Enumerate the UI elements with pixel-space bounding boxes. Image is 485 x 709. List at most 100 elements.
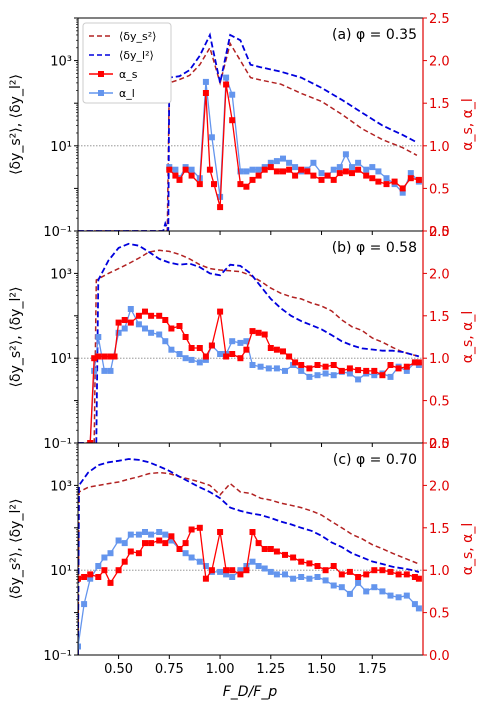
data-point-as — [415, 575, 422, 582]
data-point-al — [273, 571, 280, 578]
panel-data — [78, 32, 422, 231]
y-right-tick-label: 0.0 — [429, 225, 450, 240]
data-point-as — [298, 362, 305, 368]
data-point-as — [223, 567, 230, 574]
data-point-al — [95, 563, 102, 569]
data-point-as — [196, 345, 203, 351]
data-point-al — [223, 74, 230, 81]
data-point-al — [407, 170, 414, 177]
data-point-as — [135, 550, 142, 557]
data-point-al — [355, 159, 362, 166]
legend-box — [82, 22, 172, 104]
data-point-as — [142, 308, 148, 315]
series-line-dyl — [78, 242, 420, 443]
data-point-as — [176, 323, 183, 329]
data-point-al — [172, 166, 179, 173]
data-point-al — [387, 592, 394, 599]
data-point-as — [202, 353, 209, 360]
data-point-as — [162, 317, 169, 323]
data-point-al — [363, 588, 370, 595]
chart-panels: 10⁻¹ 10¹ 10³ 0.0 0.5 1.0 1.5 2.0 2.5 (a) φ = 0.35… — [8, 12, 476, 677]
data-point-as — [379, 567, 386, 574]
data-point-as — [243, 183, 250, 190]
data-point-al — [237, 339, 244, 346]
data-point-as — [208, 342, 215, 349]
data-point-as — [314, 362, 321, 368]
data-point-al — [135, 321, 142, 328]
data-point-as — [282, 551, 288, 558]
data-point-as — [298, 166, 305, 173]
x-axis-label-group: F_D/F_p — [223, 684, 278, 700]
data-point-al — [355, 376, 362, 383]
data-point-al — [363, 166, 370, 173]
data-point-as — [286, 166, 293, 173]
data-point-al — [176, 351, 183, 357]
data-point-as — [346, 365, 353, 372]
data-point-al — [202, 563, 209, 569]
data-point-al — [121, 540, 128, 547]
data-point-as — [217, 308, 224, 315]
series-line-dyl — [78, 458, 420, 655]
data-point-as — [371, 367, 378, 374]
data-point-al — [188, 356, 195, 363]
data-point-al — [196, 558, 203, 565]
data-point-al — [101, 554, 108, 561]
data-point-as — [127, 319, 134, 326]
data-point-al — [267, 568, 274, 575]
data-point-al — [249, 558, 256, 565]
data-point-al — [87, 575, 94, 582]
data-point-al — [282, 367, 288, 374]
data-point-as — [87, 440, 94, 443]
y-right-tick-label: 1.5 — [429, 310, 450, 325]
series-line-dys — [78, 249, 420, 443]
data-point-as — [324, 172, 331, 179]
data-point-al — [314, 372, 321, 379]
data-point-al — [127, 306, 134, 312]
data-point-as — [249, 529, 256, 535]
legend-label-al: α_l — [119, 87, 135, 100]
data-point-al — [318, 170, 325, 177]
data-point-as — [369, 175, 376, 182]
data-point-al — [286, 159, 293, 166]
data-point-as — [121, 317, 128, 323]
data-point-al — [148, 531, 155, 538]
panel-title: (a) φ = 0.35 — [332, 27, 417, 43]
data-point-al — [229, 91, 236, 98]
data-point-al — [395, 594, 402, 601]
panel-title: (b) φ = 0.58 — [332, 240, 417, 256]
data-point-as — [101, 353, 108, 360]
data-point-al — [310, 159, 317, 166]
y-right-tick-label: 0.5 — [429, 182, 450, 197]
data-point-as — [121, 558, 128, 565]
data-point-al — [243, 563, 250, 569]
data-point-as — [166, 166, 173, 173]
data-point-as — [371, 567, 378, 574]
y-right-tick-label: 1.0 — [429, 140, 450, 155]
data-point-al — [101, 367, 108, 374]
data-point-as — [355, 367, 362, 374]
data-point-as — [229, 117, 236, 124]
data-point-al — [115, 537, 122, 544]
x-axis-label: F_D/F_p — [223, 684, 278, 700]
data-point-as — [363, 172, 370, 179]
data-point-al — [383, 175, 390, 182]
data-point-as — [249, 328, 256, 335]
series-line-dys — [78, 41, 418, 231]
data-point-as — [168, 533, 175, 540]
data-point-al — [411, 601, 418, 608]
data-point-as — [411, 574, 418, 580]
y-right-axis-label: α_s, α_l — [460, 523, 476, 576]
data-point-as — [211, 181, 217, 188]
data-point-as — [188, 172, 195, 179]
data-point-al — [182, 355, 189, 362]
legend-label-dyl: ⟨δy_l²⟩ — [119, 49, 154, 62]
data-point-as — [280, 168, 286, 175]
x-tick-label: 1.50 — [307, 662, 336, 677]
data-point-as — [156, 537, 163, 544]
data-point-as — [342, 168, 349, 175]
data-point-as — [182, 166, 189, 173]
data-point-al — [229, 338, 236, 345]
y-left-tick-label: 10¹ — [50, 352, 72, 367]
data-point-al — [346, 370, 353, 377]
data-point-al — [257, 363, 264, 370]
